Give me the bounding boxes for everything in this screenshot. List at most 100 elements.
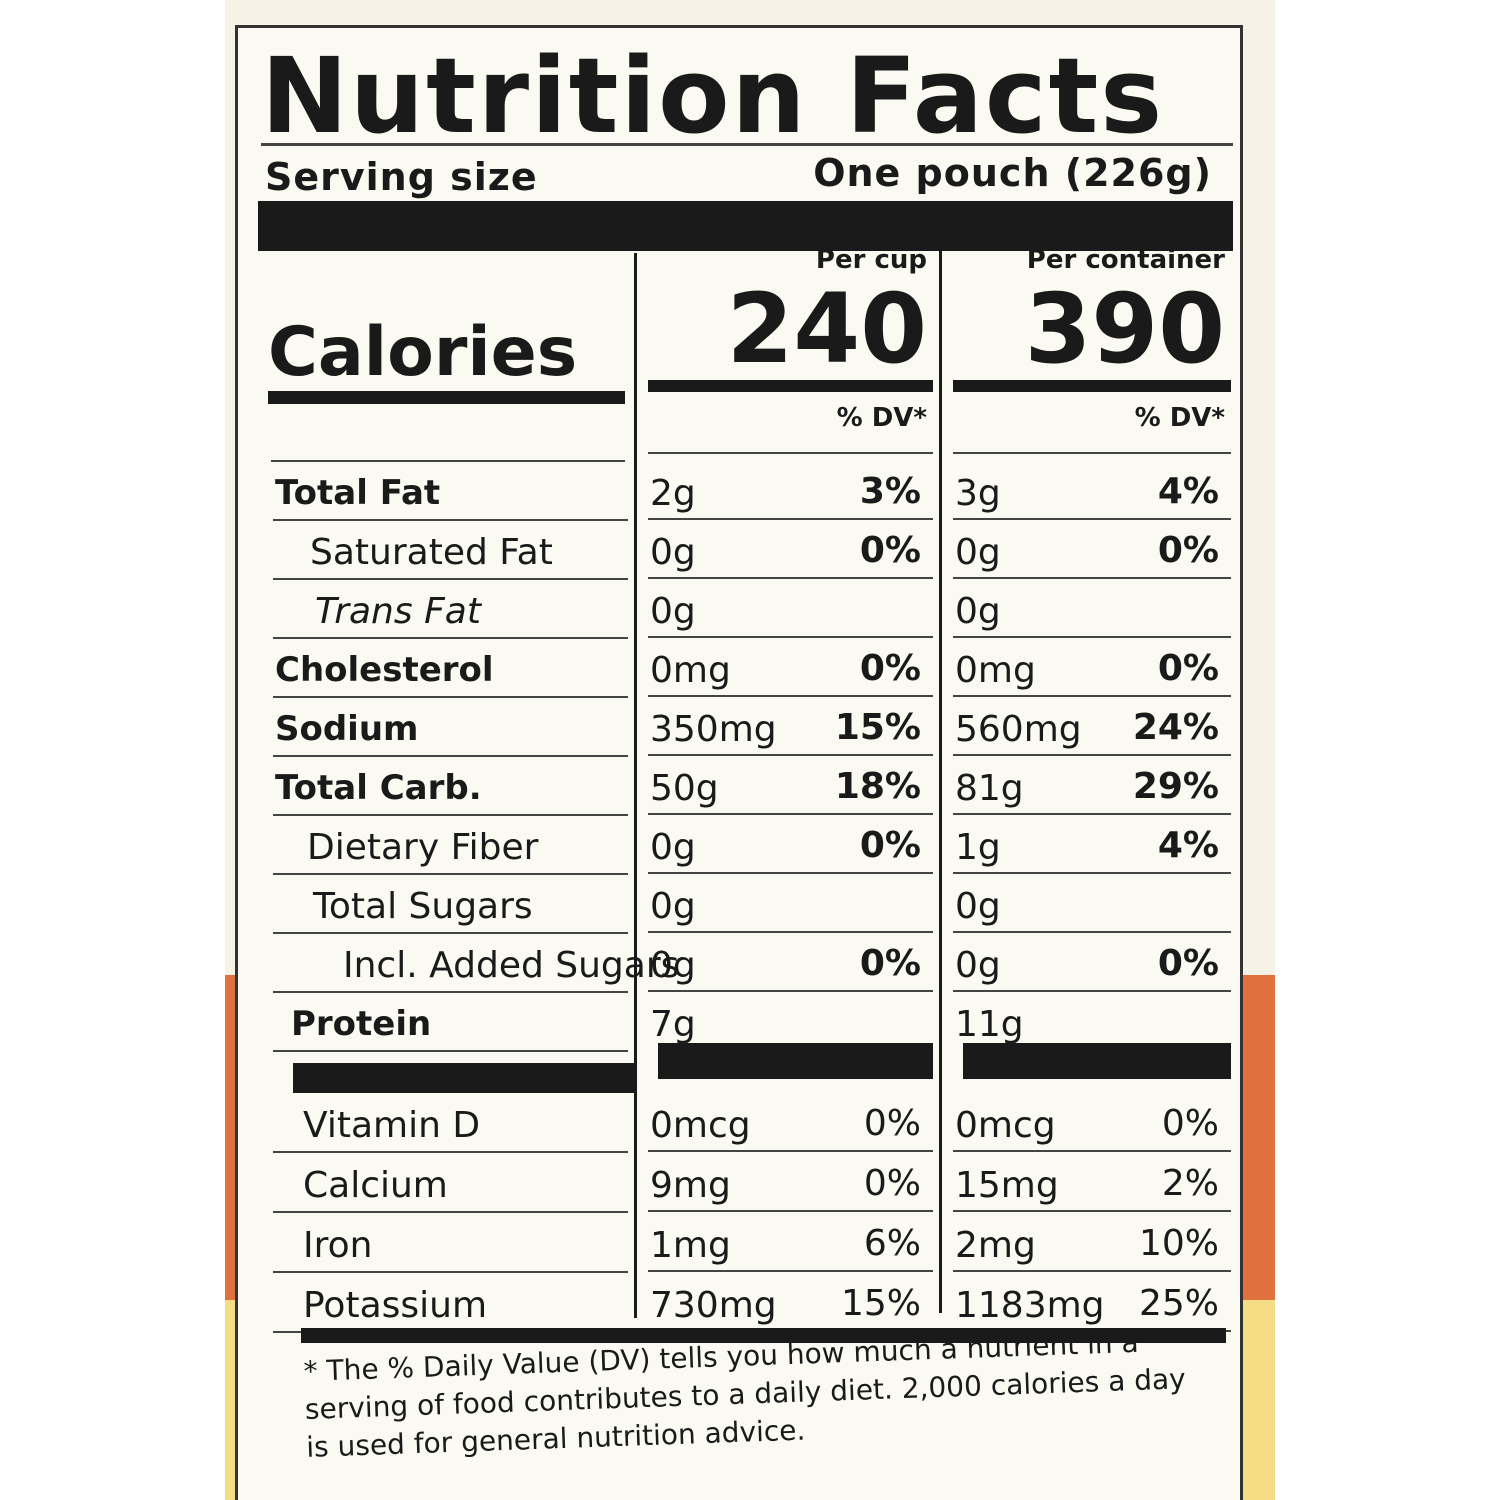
amount: 0g bbox=[650, 945, 696, 986]
calories-bar bbox=[648, 380, 933, 392]
amount: 1183mg bbox=[955, 1285, 1105, 1326]
daily-value: 4% bbox=[1157, 825, 1219, 866]
serving-value: One pouch (226g) bbox=[813, 151, 1212, 195]
protein-bar bbox=[293, 1063, 637, 1093]
daily-value: 18% bbox=[834, 766, 921, 807]
calories-label: Calories bbox=[268, 313, 578, 392]
rule bbox=[648, 1150, 933, 1152]
daily-value: 29% bbox=[1132, 766, 1219, 807]
amount: 0g bbox=[955, 532, 1001, 573]
amount: 0mcg bbox=[650, 1105, 751, 1146]
daily-value: 0% bbox=[1157, 943, 1219, 984]
nutrient-name: Total Carb. bbox=[275, 768, 482, 808]
amount: 0g bbox=[650, 886, 696, 927]
nutrition-label: Nutrition Facts Serving size One pouch (22… bbox=[235, 25, 1243, 1500]
title: Nutrition Facts bbox=[261, 35, 1165, 157]
calories-value: 390 bbox=[1024, 273, 1225, 385]
rule bbox=[953, 577, 1231, 579]
amount: 0mcg bbox=[955, 1105, 1056, 1146]
rule bbox=[953, 931, 1231, 933]
rule bbox=[648, 1210, 933, 1212]
nutrient-name: Dietary Fiber bbox=[307, 827, 539, 868]
nutrient-name: Potassium bbox=[303, 1285, 488, 1326]
calories-value: 240 bbox=[726, 273, 927, 385]
protein-bar bbox=[963, 1043, 1231, 1079]
daily-value: 0% bbox=[863, 1103, 921, 1144]
rule bbox=[648, 636, 933, 638]
rule bbox=[953, 754, 1231, 756]
daily-value: 6% bbox=[863, 1223, 921, 1264]
rule bbox=[648, 577, 933, 579]
nutrient-name: Trans Fat bbox=[315, 591, 481, 632]
column-heading: Per cup bbox=[815, 245, 927, 275]
amount: 0g bbox=[650, 827, 696, 868]
daily-value: 25% bbox=[1138, 1283, 1219, 1324]
rule bbox=[648, 813, 933, 815]
rule bbox=[273, 755, 628, 757]
rule bbox=[953, 1210, 1231, 1212]
daily-value: 10% bbox=[1138, 1223, 1219, 1264]
calories-bar bbox=[268, 391, 625, 404]
rule bbox=[648, 452, 933, 454]
nutrient-name: Incl. Added Sugars bbox=[343, 945, 680, 986]
amount: 3g bbox=[955, 473, 1001, 514]
daily-value: 0% bbox=[859, 825, 921, 866]
nutrient-name: Iron bbox=[303, 1225, 373, 1266]
rule bbox=[273, 637, 628, 639]
amount: 0g bbox=[955, 591, 1001, 632]
amount: 730mg bbox=[650, 1285, 777, 1326]
amount: 0mg bbox=[650, 650, 731, 691]
thick-bar bbox=[258, 201, 1233, 251]
daily-value: 3% bbox=[859, 471, 921, 512]
rule bbox=[273, 814, 628, 816]
rule bbox=[953, 695, 1231, 697]
title-rule bbox=[261, 143, 1233, 146]
rule bbox=[273, 1050, 628, 1052]
dv-heading: % DV* bbox=[836, 403, 927, 433]
rule bbox=[273, 519, 628, 521]
footnote: * The % Daily Value (DV) tells you how m… bbox=[303, 1325, 1187, 1464]
rule bbox=[953, 990, 1231, 992]
rule bbox=[953, 813, 1231, 815]
rule bbox=[953, 518, 1231, 520]
calories-bar bbox=[953, 380, 1231, 392]
daily-value: 0% bbox=[1157, 530, 1219, 571]
rule bbox=[273, 696, 628, 698]
daily-value: 4% bbox=[1157, 471, 1219, 512]
amount: 11g bbox=[955, 1004, 1024, 1045]
daily-value: 2% bbox=[1161, 1163, 1219, 1204]
rule bbox=[953, 872, 1231, 874]
rule bbox=[953, 452, 1231, 454]
amount: 0g bbox=[650, 532, 696, 573]
daily-value: 0% bbox=[859, 648, 921, 689]
daily-value: 0% bbox=[859, 530, 921, 571]
amount: 560mg bbox=[955, 709, 1082, 750]
daily-value: 0% bbox=[859, 943, 921, 984]
amount: 0g bbox=[650, 591, 696, 632]
rule bbox=[273, 932, 628, 934]
amount: 81g bbox=[955, 768, 1024, 809]
rule bbox=[648, 872, 933, 874]
serving-label: Serving size bbox=[265, 155, 538, 199]
nutrient-name: Sodium bbox=[275, 709, 419, 749]
column-divider bbox=[939, 248, 942, 1313]
amount: 1mg bbox=[650, 1225, 731, 1266]
column-heading: Per container bbox=[1026, 245, 1225, 275]
column-divider bbox=[634, 253, 637, 1318]
rule bbox=[273, 1211, 628, 1213]
rule bbox=[648, 695, 933, 697]
amount: 0mg bbox=[955, 650, 1036, 691]
rule bbox=[953, 636, 1231, 638]
daily-value: 15% bbox=[834, 707, 921, 748]
nutrient-name: Cholesterol bbox=[275, 650, 494, 690]
rule bbox=[273, 991, 628, 993]
rule bbox=[273, 1271, 628, 1273]
rule bbox=[648, 754, 933, 756]
amount: 50g bbox=[650, 768, 719, 809]
daily-value: 0% bbox=[863, 1163, 921, 1204]
nutrient-name: Total Sugars bbox=[313, 886, 533, 927]
rule bbox=[648, 1270, 933, 1272]
amount: 350mg bbox=[650, 709, 777, 750]
daily-value: 0% bbox=[1157, 648, 1219, 689]
